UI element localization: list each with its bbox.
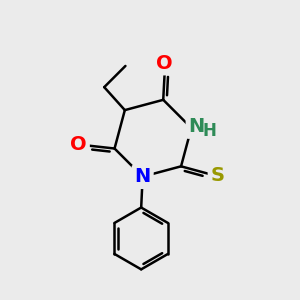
Text: H: H — [202, 122, 216, 140]
Text: N: N — [188, 117, 205, 136]
Text: S: S — [211, 166, 225, 185]
Text: N: N — [134, 167, 151, 186]
Text: H: H — [202, 122, 216, 140]
Text: N: N — [134, 167, 151, 186]
Text: O: O — [156, 53, 173, 73]
Text: O: O — [70, 135, 87, 154]
Text: S: S — [211, 166, 225, 185]
Text: N: N — [188, 117, 205, 136]
Text: O: O — [70, 135, 87, 154]
Text: O: O — [156, 53, 173, 73]
